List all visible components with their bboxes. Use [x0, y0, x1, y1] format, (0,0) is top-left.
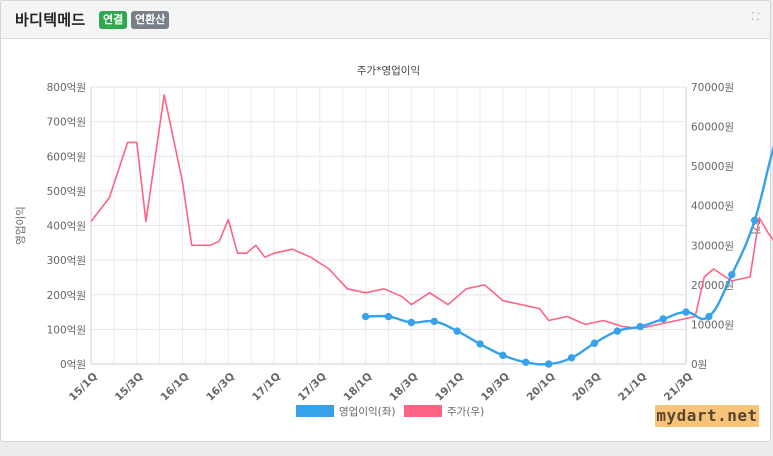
- legend-label-price: 주가(우): [447, 406, 484, 418]
- x-tick-label: 19/3Q: [479, 370, 512, 403]
- operating-profit-point: [750, 216, 759, 225]
- left-tick-label: 700억원: [47, 117, 86, 129]
- operating-profit-point: [567, 354, 576, 362]
- left-axis-label: 영업이익: [14, 206, 27, 245]
- operating-profit-point: [430, 317, 438, 326]
- legend-label-operating-profit: 영업이익(좌): [339, 405, 396, 418]
- operating-profit-point: [590, 339, 599, 347]
- operating-profit-point: [499, 351, 507, 360]
- x-tick-label: 15/1Q: [67, 370, 100, 403]
- left-tick-label: 800억원: [47, 82, 86, 94]
- x-tick-label: 20/3Q: [570, 370, 603, 403]
- right-tick-label: 70000원: [691, 82, 734, 94]
- right-tick-label: 50000원: [691, 161, 734, 173]
- x-tick-label: 17/1Q: [250, 370, 283, 403]
- left-tick-label: 0억원: [60, 359, 86, 371]
- consolidated-badge[interactable]: 연결: [99, 11, 128, 29]
- x-tick-label: 20/1Q: [525, 370, 558, 403]
- annualized-badge[interactable]: 연환산: [131, 11, 170, 29]
- left-tick-label: 400억원: [47, 221, 86, 233]
- operating-profit-point: [728, 270, 736, 279]
- left-tick-label: 500억원: [47, 186, 86, 198]
- left-tick-label: 300억원: [47, 255, 86, 267]
- right-tick-label: 60000원: [691, 122, 734, 134]
- right-tick-label: 30000원: [691, 240, 734, 252]
- x-tick-label: 18/3Q: [387, 370, 420, 403]
- x-tick-label: 16/3Q: [204, 370, 237, 403]
- right-tick-label: 10000원: [691, 319, 734, 331]
- operating-profit-point: [476, 340, 484, 348]
- panel-header: 바디텍메드 연결 연환산 ⛶: [1, 1, 770, 39]
- right-tick-label: 40000원: [691, 201, 734, 213]
- operating-profit-point: [544, 360, 553, 368]
- x-tick-label: 17/3Q: [296, 370, 329, 403]
- legend-swatch-price: [404, 405, 442, 417]
- operating-profit-point: [659, 315, 667, 323]
- chart-panel: 바디텍메드 연결 연환산 ⛶: [0, 0, 771, 442]
- right-tick-label: 0원: [691, 359, 707, 371]
- operating-profit-point: [384, 312, 393, 321]
- left-tick-label: 200억원: [47, 290, 86, 302]
- watermark-logo: mydart.net: [655, 405, 759, 427]
- operating-profit-point: [361, 312, 370, 321]
- x-tick-label: 21/3Q: [662, 370, 695, 403]
- x-tick-label: 15/3Q: [113, 370, 146, 403]
- chart-title: 주가*영업이익: [357, 64, 420, 77]
- operating-profit-point: [453, 327, 461, 335]
- x-tick-label: 21/1Q: [616, 370, 649, 403]
- left-tick-label: 600억원: [47, 151, 86, 163]
- operating-profit-point: [636, 322, 644, 331]
- left-tick-label: 100억원: [47, 324, 86, 336]
- operating-profit-point: [682, 308, 690, 316]
- operating-profit-point: [705, 312, 713, 321]
- operating-profit-point: [522, 358, 530, 366]
- x-tick-label: 18/1Q: [342, 370, 375, 403]
- price-series-line: [90, 94, 773, 330]
- operating-profit-point: [613, 327, 622, 335]
- x-tick-label: 19/1Q: [433, 370, 466, 403]
- expand-icon[interactable]: ⛶: [752, 12, 759, 23]
- x-tick-label: 16/1Q: [158, 370, 191, 403]
- operating-profit-point: [407, 318, 416, 327]
- legend-swatch-operating-profit: [296, 405, 334, 417]
- company-name: 바디텍메드: [15, 11, 86, 29]
